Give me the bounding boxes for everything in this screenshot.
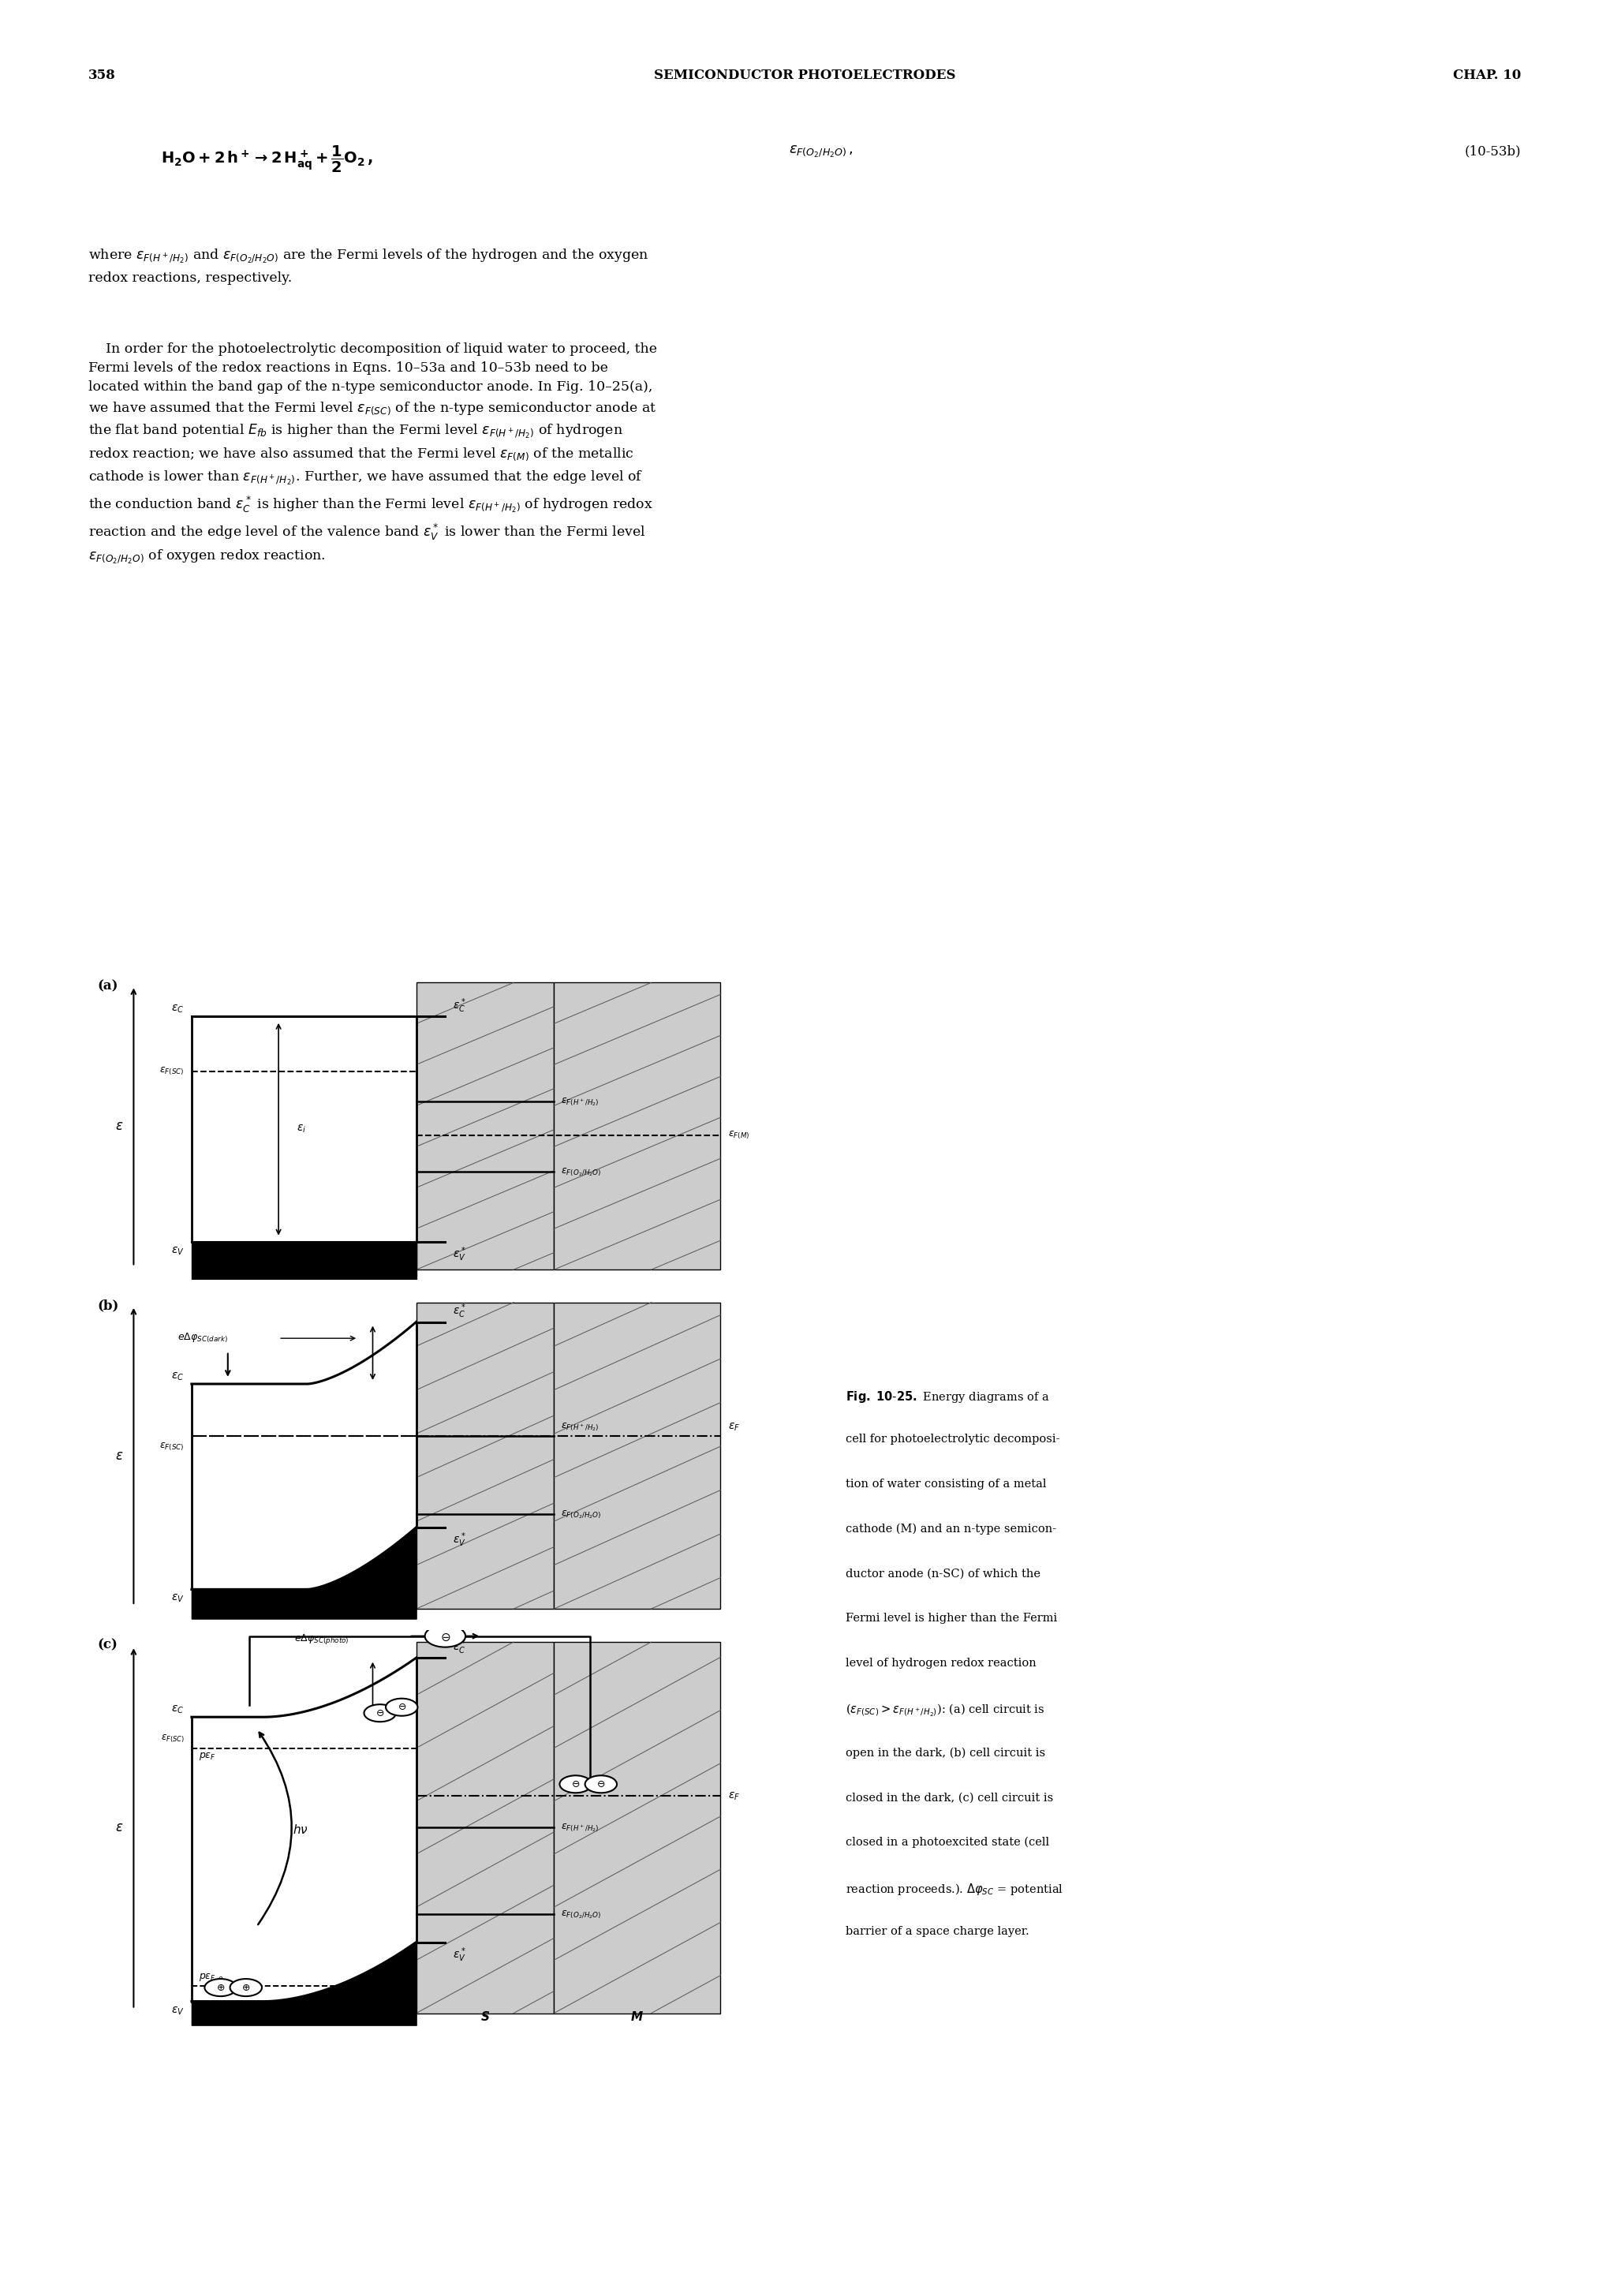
Text: CHAP. 10: CHAP. 10 (1454, 69, 1521, 83)
Text: (a): (a) (97, 980, 118, 994)
Text: $\varepsilon_{F(H^+/H_2)}$: $\varepsilon_{F(H^+/H_2)}$ (560, 1095, 599, 1107)
Text: $\ominus$: $\ominus$ (398, 1701, 406, 1713)
Text: $\varepsilon_{F(SC)}$: $\varepsilon_{F(SC)}$ (159, 1065, 184, 1077)
Circle shape (584, 1775, 617, 1793)
Circle shape (204, 1979, 237, 1995)
Bar (415, 1642, 554, 2014)
Text: $\varepsilon_{F(O_2/H_2O)}\,,$: $\varepsilon_{F(O_2/H_2O)}\,,$ (789, 145, 853, 161)
Text: $\varepsilon_{F(SC)}$: $\varepsilon_{F(SC)}$ (159, 1442, 184, 1453)
Text: reaction proceeds.). $\Delta\varphi_{SC}$ = potential: reaction proceeds.). $\Delta\varphi_{SC}… (845, 1880, 1063, 1896)
Text: In order for the photoelectrolytic decomposition of liquid water to proceed, the: In order for the photoelectrolytic decom… (89, 342, 657, 567)
Text: $\oplus$: $\oplus$ (241, 1981, 251, 1993)
Text: $e\Delta\varphi_{SC(photo)}$: $e\Delta\varphi_{SC(photo)}$ (295, 1632, 349, 1646)
Text: where $\varepsilon_{F(H^+/H_2)}$ and $\varepsilon_{F(O_2/H_2O)}$ are the Fermi l: where $\varepsilon_{F(H^+/H_2)}$ and $\v… (89, 248, 649, 285)
Text: barrier of a space charge layer.: barrier of a space charge layer. (845, 1926, 1029, 1938)
Bar (554, 1642, 721, 2014)
Text: cathode (M) and an n-type semicon-: cathode (M) and an n-type semicon- (845, 1525, 1056, 1534)
Text: $\varepsilon$: $\varepsilon$ (114, 1118, 124, 1134)
Text: $\varepsilon_C$: $\varepsilon_C$ (172, 1371, 184, 1382)
Text: $\varepsilon_V^*$: $\varepsilon_V^*$ (452, 1244, 465, 1263)
Circle shape (230, 1979, 262, 1995)
Text: S: S (481, 2011, 489, 2023)
Bar (415, 1302, 554, 1609)
Text: $\varepsilon_V$: $\varepsilon_V$ (171, 1244, 184, 1256)
Text: $\varepsilon_{F(O_2/H_2O)}$: $\varepsilon_{F(O_2/H_2O)}$ (560, 1508, 602, 1520)
Text: ductor anode (n-SC) of which the: ductor anode (n-SC) of which the (845, 1568, 1040, 1580)
Text: closed in the dark, (c) cell circuit is: closed in the dark, (c) cell circuit is (845, 1791, 1053, 1802)
Text: closed in a photoexcited state (cell: closed in a photoexcited state (cell (845, 1837, 1048, 1848)
Text: $\varepsilon_i$: $\varepsilon_i$ (296, 1123, 306, 1134)
Text: $\ominus$: $\ominus$ (572, 1779, 580, 1789)
Circle shape (364, 1704, 396, 1722)
Text: $\varepsilon_C$: $\varepsilon_C$ (172, 1704, 184, 1715)
Text: $\varepsilon_C^*$: $\varepsilon_C^*$ (452, 996, 465, 1015)
Text: $\varepsilon_V$: $\varepsilon_V$ (171, 2004, 184, 2016)
Circle shape (425, 1626, 465, 1646)
Text: (b): (b) (97, 1300, 119, 1313)
Text: $\varepsilon_C^*$: $\varepsilon_C^*$ (452, 1637, 465, 1655)
Text: $\ominus$: $\ominus$ (596, 1779, 605, 1789)
Text: $\varepsilon$: $\varepsilon$ (114, 1821, 124, 1835)
Text: $\varepsilon_{F(H^+/H_2)}$: $\varepsilon_{F(H^+/H_2)}$ (560, 1421, 599, 1433)
Text: $\varepsilon_{F(M)}$: $\varepsilon_{F(M)}$ (728, 1130, 749, 1141)
Text: n-SC: n-SC (288, 2011, 319, 2023)
Bar (554, 1302, 721, 1609)
Text: $\varepsilon_F$: $\varepsilon_F$ (728, 1421, 739, 1433)
Text: $p\varepsilon_{F,e}$: $p\varepsilon_{F,e}$ (200, 1972, 224, 1984)
Text: $\mathbf{Fig.\ 10\text{-}25.}$ Energy diagrams of a: $\mathbf{Fig.\ 10\text{-}25.}$ Energy di… (845, 1389, 1050, 1405)
Text: $\ominus$: $\ominus$ (375, 1708, 385, 1717)
Text: $\varepsilon_C$: $\varepsilon_C$ (172, 1003, 184, 1015)
Text: cell for photoelectrolytic decomposi-: cell for photoelectrolytic decomposi- (845, 1433, 1059, 1444)
Text: ($\varepsilon_{F(SC)} > \varepsilon_{F(H^+/H_2)}$): (a) cell circuit is: ($\varepsilon_{F(SC)} > \varepsilon_{F(H… (845, 1704, 1045, 1720)
Circle shape (560, 1775, 591, 1793)
Bar (415, 983, 554, 1270)
Text: (c): (c) (97, 1637, 118, 1651)
Circle shape (386, 1699, 417, 1715)
Text: 358: 358 (89, 69, 116, 83)
Text: $\varepsilon$: $\varepsilon$ (114, 1449, 124, 1463)
Text: $\mathbf{H_2O + 2\,h^+ \rightarrow 2\,H^+_{aq} + \dfrac{1}{2}O_2\,,}$: $\mathbf{H_2O + 2\,h^+ \rightarrow 2\,H^… (161, 145, 374, 174)
Text: M: M (631, 2011, 642, 2023)
Text: $p\varepsilon_F$: $p\varepsilon_F$ (200, 1750, 216, 1761)
Text: $\varepsilon_{F(O_2/H_2O)}$: $\varepsilon_{F(O_2/H_2O)}$ (560, 1908, 602, 1919)
Text: $\varepsilon_F$: $\varepsilon_F$ (728, 1791, 739, 1802)
Text: $\varepsilon_{F(H^+/H_2)}$: $\varepsilon_{F(H^+/H_2)}$ (560, 1821, 599, 1835)
Text: $\varepsilon_{F(SC)}$: $\varepsilon_{F(SC)}$ (161, 1733, 184, 1745)
Text: open in the dark, (b) cell circuit is: open in the dark, (b) cell circuit is (845, 1747, 1045, 1759)
Text: Fermi level is higher than the Fermi: Fermi level is higher than the Fermi (845, 1612, 1056, 1623)
Text: SEMICONDUCTOR PHOTOELECTRODES: SEMICONDUCTOR PHOTOELECTRODES (654, 69, 956, 83)
Text: tion of water consisting of a metal: tion of water consisting of a metal (845, 1479, 1046, 1490)
Text: $\varepsilon_V^*$: $\varepsilon_V^*$ (452, 1531, 465, 1548)
Text: $\varepsilon_V$: $\varepsilon_V$ (171, 1593, 184, 1605)
Text: (10-53b): (10-53b) (1465, 145, 1521, 158)
Text: $\varepsilon_{F(O_2/H_2O)}$: $\varepsilon_{F(O_2/H_2O)}$ (560, 1166, 602, 1178)
Text: $\varepsilon_C^*$: $\varepsilon_C^*$ (452, 1302, 465, 1320)
Text: $\ominus$: $\ominus$ (440, 1632, 451, 1644)
Text: $\varepsilon_V^*$: $\varepsilon_V^*$ (452, 1947, 465, 1963)
Text: $\oplus$: $\oplus$ (216, 1981, 225, 1993)
Text: $e\Delta\varphi_{SC(dark)}$: $e\Delta\varphi_{SC(dark)}$ (177, 1332, 227, 1345)
Bar (554, 983, 721, 1270)
Text: level of hydrogen redox reaction: level of hydrogen redox reaction (845, 1658, 1035, 1669)
Text: $h\nu$: $h\nu$ (293, 1823, 309, 1837)
